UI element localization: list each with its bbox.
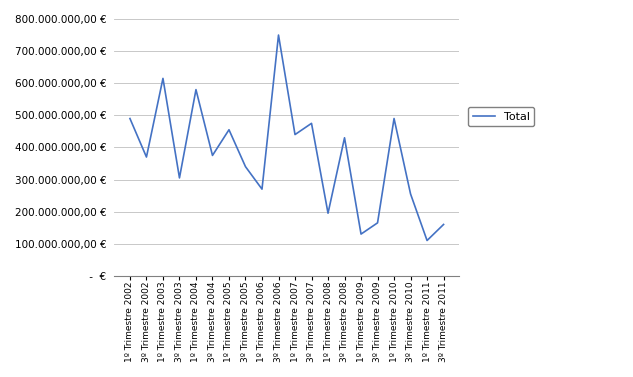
Legend: Total: Total xyxy=(468,107,534,126)
